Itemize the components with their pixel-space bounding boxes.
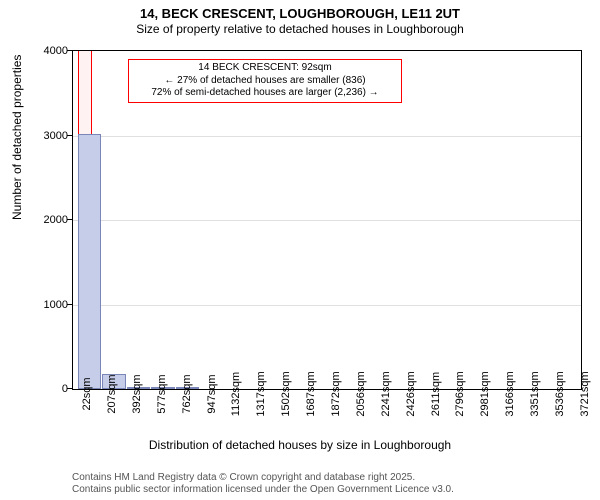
y-tick-label: 2000 — [28, 214, 68, 226]
y-axis-title: Number of detached properties — [10, 55, 24, 220]
info-box: 14 BECK CRESCENT: 92sqm← 27% of detached… — [128, 59, 402, 103]
x-tick-label: 947sqm — [206, 374, 218, 413]
footer-line-1: Contains HM Land Registry data © Crown c… — [72, 472, 454, 484]
grid-line — [73, 220, 581, 221]
y-tick-mark — [67, 388, 72, 389]
x-tick-label: 1872sqm — [330, 371, 342, 416]
x-tick-label: 3536sqm — [554, 371, 566, 416]
x-tick-label: 2241sqm — [380, 371, 392, 416]
x-tick-label: 2981sqm — [479, 371, 491, 416]
x-tick-label: 577sqm — [156, 374, 168, 413]
y-tick-label: 1000 — [28, 299, 68, 311]
grid-line — [73, 136, 581, 137]
x-tick-label: 1132sqm — [230, 372, 242, 416]
x-tick-label: 2056sqm — [355, 371, 367, 416]
x-axis-title: Distribution of detached houses by size … — [0, 438, 600, 452]
x-tick-label: 22sqm — [81, 377, 93, 410]
grid-line — [73, 305, 581, 306]
x-tick-label: 762sqm — [181, 374, 193, 413]
y-tick-label: 4000 — [28, 45, 68, 57]
info-box-line: 72% of semi-detached houses are larger (… — [135, 87, 395, 100]
histogram-bar — [78, 134, 101, 389]
x-tick-label: 3351sqm — [529, 371, 541, 416]
y-tick-mark — [67, 135, 72, 136]
x-tick-label: 207sqm — [106, 374, 118, 413]
y-tick-mark — [67, 219, 72, 220]
x-tick-label: 3166sqm — [504, 371, 516, 416]
x-tick-label: 1317sqm — [255, 371, 267, 416]
chart-plot-area: 14 BECK CRESCENT: 92sqm← 27% of detached… — [72, 50, 582, 390]
x-tick-label: 3721sqm — [579, 371, 591, 416]
x-tick-label: 2426sqm — [405, 371, 417, 416]
info-box-line: ← 27% of detached houses are smaller (83… — [135, 75, 395, 88]
y-tick-label: 3000 — [28, 130, 68, 142]
footer-line-2: Contains public sector information licen… — [72, 484, 454, 496]
x-tick-label: 1687sqm — [305, 371, 317, 416]
x-tick-label: 2796sqm — [454, 371, 466, 416]
x-tick-label: 1502sqm — [280, 371, 292, 416]
y-tick-label: 0 — [28, 383, 68, 395]
info-box-line: 14 BECK CRESCENT: 92sqm — [135, 62, 395, 75]
chart-title-sub: Size of property relative to detached ho… — [0, 22, 600, 36]
chart-title-main: 14, BECK CRESCENT, LOUGHBOROUGH, LE11 2U… — [0, 6, 600, 22]
x-tick-label: 392sqm — [131, 374, 143, 413]
footer-attribution: Contains HM Land Registry data © Crown c… — [72, 472, 454, 496]
x-tick-label: 2611sqm — [430, 372, 442, 416]
y-tick-mark — [67, 50, 72, 51]
y-tick-mark — [67, 304, 72, 305]
